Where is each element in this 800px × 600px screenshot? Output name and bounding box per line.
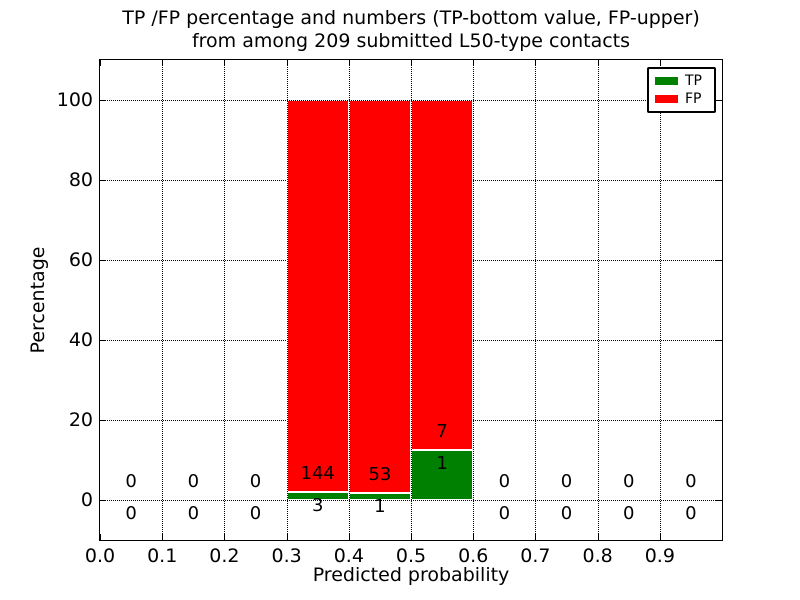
gridline-vertical xyxy=(597,60,599,540)
gridline-vertical xyxy=(473,60,475,540)
x-tick-bottom xyxy=(659,534,661,540)
y-tick-right xyxy=(716,340,722,341)
chart-title: TP /FP percentage and numbers (TP-bottom… xyxy=(100,7,722,53)
x-tick-bottom xyxy=(224,534,226,540)
legend-entry-tp: TP xyxy=(655,74,708,88)
y-tick-label: 40 xyxy=(68,329,93,351)
x-tick-top xyxy=(348,60,350,66)
annotation-tp-count: 3 xyxy=(311,494,324,516)
annotation-tp-count: 0 xyxy=(125,503,137,524)
y-tick-right xyxy=(716,180,722,181)
x-tick-bottom xyxy=(286,534,288,540)
chart-title-line1: TP /FP percentage and numbers (TP-bottom… xyxy=(122,7,700,29)
gridline-vertical xyxy=(224,60,226,540)
bar-segment-fp xyxy=(411,100,474,450)
x-tick-label: 0.6 xyxy=(458,545,489,567)
legend-label-fp: FP xyxy=(685,91,702,107)
annotation-tp-count: 1 xyxy=(436,453,448,474)
annotation-tp-count: 0 xyxy=(622,503,635,524)
annotation-fp-count: 0 xyxy=(498,471,511,492)
annotation-fp-count: 53 xyxy=(368,463,392,485)
annotation-fp-count: 7 xyxy=(436,421,448,442)
annotation-tp-count: 0 xyxy=(560,503,573,524)
y-tick-right xyxy=(716,500,722,501)
gridline-vertical xyxy=(348,60,350,540)
legend-entry-fp: FP xyxy=(655,92,708,106)
y-tick-label: 60 xyxy=(68,249,93,271)
x-tick-label: 0.8 xyxy=(582,545,613,567)
x-tick-top xyxy=(535,60,537,66)
x-tick-bottom xyxy=(100,534,101,540)
bar-segment-fp xyxy=(286,100,349,492)
legend-swatch-fp xyxy=(655,95,678,103)
legend: TP FP xyxy=(647,67,716,113)
gridline-vertical xyxy=(535,60,537,540)
y-tick-label: 0 xyxy=(80,489,93,511)
x-tick-top xyxy=(659,60,661,66)
x-tick-label: 0.4 xyxy=(333,545,364,567)
x-tick-bottom xyxy=(473,534,475,540)
annotation-fp-count: 144 xyxy=(300,462,335,484)
annotation-fp-count: 0 xyxy=(249,471,262,492)
annotation-fp-count: 0 xyxy=(560,471,573,492)
legend-swatch-tp xyxy=(655,77,678,85)
y-tick-left xyxy=(100,340,106,341)
x-tick-bottom xyxy=(162,534,164,540)
x-tick-bottom xyxy=(348,534,350,540)
x-tick-bottom xyxy=(597,534,599,540)
y-tick-label: 100 xyxy=(56,89,93,111)
x-tick-top xyxy=(162,60,164,66)
x-tick-label: 0.3 xyxy=(271,545,302,567)
x-tick-label: 0.7 xyxy=(520,545,551,567)
y-tick-right xyxy=(716,100,722,101)
y-tick-left xyxy=(100,260,106,261)
gridline-vertical xyxy=(411,60,412,540)
x-axis-label: Predicted probability xyxy=(312,564,510,586)
gridline-vertical xyxy=(286,60,288,540)
x-tick-label: 0.0 xyxy=(84,545,116,567)
x-tick-top xyxy=(286,60,288,66)
x-tick-top xyxy=(597,60,599,66)
y-tick-left xyxy=(100,180,106,181)
y-tick-label: 80 xyxy=(68,169,93,191)
x-tick-label: 0.5 xyxy=(395,545,427,567)
annotation-tp-count: 0 xyxy=(187,503,200,524)
gridline-vertical xyxy=(162,60,164,540)
y-tick-left xyxy=(100,100,106,101)
x-tick-top xyxy=(411,60,412,66)
x-tick-label: 0.1 xyxy=(147,545,178,567)
x-tick-top xyxy=(100,60,101,66)
y-tick-label: 20 xyxy=(68,409,93,431)
annotation-tp-count: 1 xyxy=(374,495,386,517)
annotation-fp-count: 0 xyxy=(125,471,137,492)
y-tick-right xyxy=(716,420,722,421)
chart-title-line2: from among 209 submitted L50-type contac… xyxy=(191,30,631,52)
x-tick-bottom xyxy=(411,534,412,540)
y-tick-left xyxy=(100,420,106,421)
y-tick-right xyxy=(716,260,722,261)
x-tick-top xyxy=(224,60,226,66)
x-tick-bottom xyxy=(535,534,537,540)
x-tick-top xyxy=(473,60,475,66)
x-tick-label: 0.9 xyxy=(644,545,675,567)
x-tick-label: 0.2 xyxy=(209,545,240,567)
plot-area: 0 0 0 0 0 0 144 3 53 1 7 1 0 0 0 0 0 0 0 0 xyxy=(99,59,723,541)
gridline-vertical xyxy=(659,60,661,540)
annotation-tp-count: 0 xyxy=(498,503,511,524)
annotation-tp-count: 0 xyxy=(249,503,262,524)
annotation-fp-count: 0 xyxy=(622,471,635,492)
legend-label-tp: TP xyxy=(685,73,702,89)
y-tick-left xyxy=(100,500,106,501)
annotation-tp-count: 0 xyxy=(685,503,697,524)
annotation-fp-count: 0 xyxy=(685,471,697,492)
annotation-fp-count: 0 xyxy=(187,471,200,492)
